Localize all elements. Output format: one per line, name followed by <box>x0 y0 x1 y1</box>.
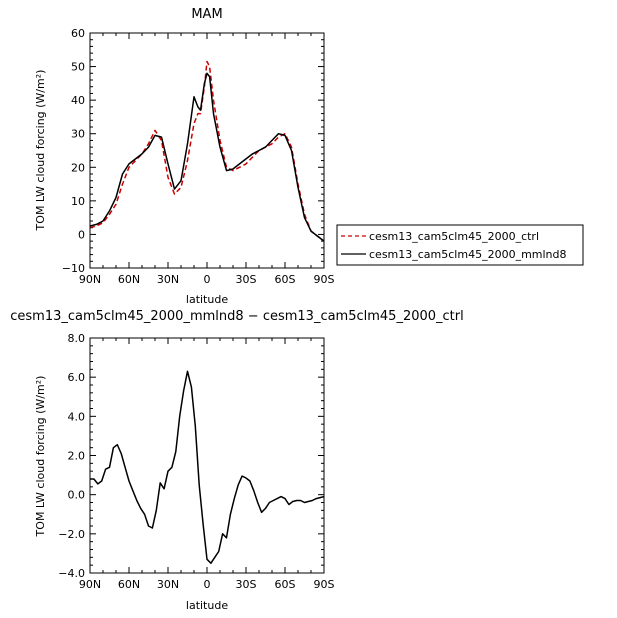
bottom-x-tick-label: 30S <box>236 578 257 591</box>
bottom-x-tick-label: 90N <box>79 578 101 591</box>
bottom-y-tick-label: −4.0 <box>58 567 85 580</box>
legend-entry-ctrl: cesm13_cam5clm45_2000_ctrl <box>369 230 539 243</box>
legend-entry-mmlnd8: cesm13_cam5clm45_2000_mmlnd8 <box>369 248 567 261</box>
top-x-tick-label: 60S <box>275 273 296 286</box>
top-x-axis-label: latitude <box>186 293 228 306</box>
bottom-y-axis-label: TOM LW cloud forcing (W/m²) <box>34 376 47 538</box>
legend-box <box>336 224 584 266</box>
top-y-tick-label: 0 <box>78 228 85 241</box>
top-ticks: 90N 60N 30N 0 30S 60S 90S −10 0 10 20 30 40 50 60 <box>62 27 335 286</box>
top-x-tick-label: 0 <box>204 273 211 286</box>
top-x-tick-label: 90S <box>314 273 335 286</box>
legend: cesm13_cam5clm45_2000_ctrl cesm13_cam5cl… <box>336 224 584 266</box>
top-y-tick-label: 40 <box>71 94 85 107</box>
bottom-series-lines <box>90 370 325 564</box>
bottom-x-axis-label: latitude <box>186 599 228 612</box>
top-x-tick-label: 30N <box>157 273 179 286</box>
bottom-plot-frame <box>89 337 325 574</box>
bottom-y-tick-label: 4.0 <box>68 410 86 423</box>
bottom-panel: cesm13_cam5clm45_2000_mmlnd8 − cesm13_ca… <box>10 309 464 612</box>
top-panel: MAM 90N 60N 30N 0 30S 60S 90S−100102030405060 … <box>34 7 584 306</box>
top-plot-frame <box>89 32 325 269</box>
top-y-tick-label: 50 <box>71 61 85 74</box>
bottom-ticks: 90N 60N 30N 0 30S 60S 90S −4.0 −2.0 0.0 2.0 4.0 6.0 8… <box>58 332 334 591</box>
bottom-x-tick-label: 30N <box>157 578 179 591</box>
top-x-tick-label: 30S <box>236 273 257 286</box>
top-series-lines <box>89 60 325 242</box>
bottom-y-tick-label: 6.0 <box>68 371 86 384</box>
top-y-tick-label: 60 <box>71 27 85 40</box>
top-y-tick-label: 30 <box>71 128 85 141</box>
bottom-y-tick-label: −2.0 <box>58 528 85 541</box>
bottom-y-tick-label: 0.0 <box>68 489 86 502</box>
bottom-y-tick-label: 8.0 <box>68 332 86 345</box>
top-x-tick-label: 60N <box>118 273 140 286</box>
bottom-x-tick-label: 60N <box>118 578 140 591</box>
bottom-x-tick-label: 0 <box>204 578 211 591</box>
top-x-tick-label: 90N <box>79 273 101 286</box>
bottom-y-tick-label: 2.0 <box>68 450 86 463</box>
top-series-line-0 <box>89 60 325 242</box>
top-y-tick-label: 10 <box>71 195 85 208</box>
bottom-x-tick-label: 60S <box>275 578 296 591</box>
bottom-chart-title: cesm13_cam5clm45_2000_mmlnd8 − cesm13_ca… <box>10 309 464 324</box>
top-chart-title: MAM <box>191 7 222 22</box>
bottom-x-tick-label: 90S <box>314 578 335 591</box>
top-y-tick-label: −10 <box>62 262 85 275</box>
top-y-axis-label: TOM LW cloud forcing (W/m²) <box>34 70 47 232</box>
top-series-line-1 <box>89 72 325 242</box>
bottom-series-line-0 <box>90 370 325 564</box>
top-y-tick-label: 20 <box>71 161 85 174</box>
